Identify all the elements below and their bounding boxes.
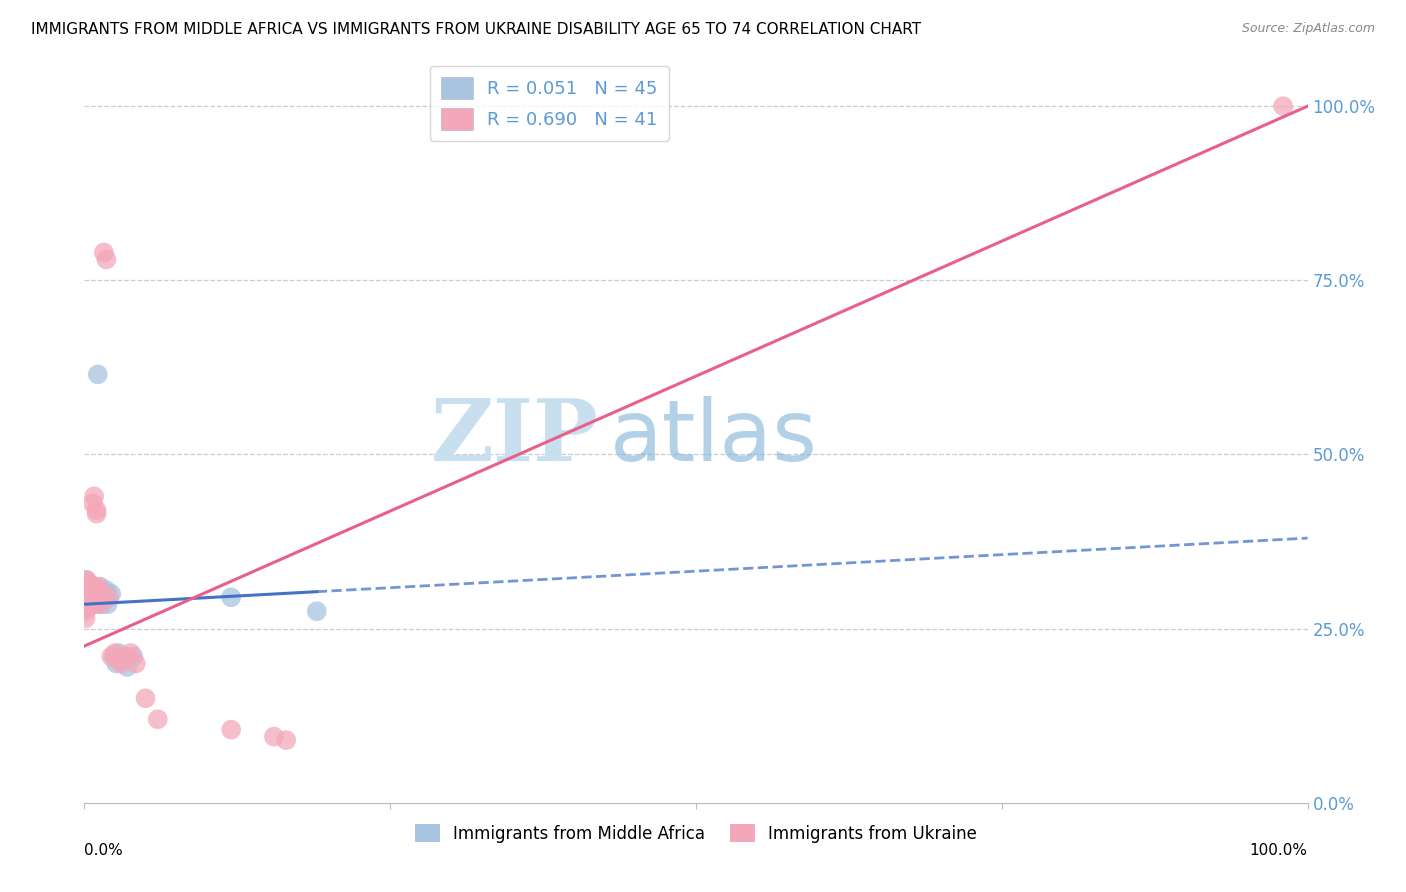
Point [94,591,117,605]
Point [110,653,132,667]
Point [77,580,100,594]
Point [120,646,142,660]
Text: Source: ZipAtlas.com: Source: ZipAtlas.com [1241,22,1375,36]
Point [79,597,101,611]
Point [82,587,104,601]
Point [97,591,120,605]
Point [96,583,118,598]
Point [79,591,101,605]
Point [83,597,105,611]
Point [75,594,97,608]
Point [80,587,103,601]
Point [146,712,169,726]
Point [86,591,108,605]
Point [87,580,110,594]
Text: ZIP: ZIP [430,395,598,479]
Point [82,496,104,510]
Point [77,583,100,598]
Point [82,583,104,598]
Point [305,604,328,618]
Point [1272,99,1295,113]
Text: atlas: atlas [610,395,818,479]
Point [77,600,100,615]
Point [80,594,103,608]
Point [135,691,157,706]
Point [75,580,97,594]
Point [77,597,100,611]
Point [77,576,100,591]
Text: 0.0%: 0.0% [84,843,124,858]
Point [105,657,128,671]
Point [91,594,114,608]
Point [122,649,145,664]
Point [219,591,242,605]
Point [96,252,118,267]
Point [75,611,97,625]
Point [100,649,122,664]
Point [100,587,122,601]
Point [82,591,104,605]
Legend: Immigrants from Middle Africa, Immigrants from Ukraine: Immigrants from Middle Africa, Immigrant… [408,818,984,849]
Point [79,591,101,605]
Point [263,730,285,744]
Point [83,489,105,503]
Point [107,653,129,667]
Point [276,733,298,747]
Point [86,507,108,521]
Point [77,594,100,608]
Point [84,580,107,594]
Text: 100.0%: 100.0% [1250,843,1308,858]
Point [87,587,110,601]
Point [91,591,114,605]
Point [77,587,100,601]
Point [97,597,120,611]
Point [89,597,111,611]
Point [79,583,101,598]
Point [125,657,148,671]
Point [83,597,105,611]
Point [83,587,105,601]
Point [103,649,125,664]
Point [76,600,98,615]
Text: IMMIGRANTS FROM MIDDLE AFRICA VS IMMIGRANTS FROM UKRAINE DISABILITY AGE 65 TO 74: IMMIGRANTS FROM MIDDLE AFRICA VS IMMIGRA… [31,22,921,37]
Point [76,587,98,601]
Point [107,646,129,660]
Point [219,723,242,737]
Point [80,580,103,594]
Point [77,587,100,601]
Point [93,587,115,601]
Point [90,597,112,611]
Point [93,245,115,260]
Point [75,580,97,594]
Point [115,649,138,664]
Point [87,583,110,598]
Point [90,587,112,601]
Point [97,591,120,605]
Point [86,503,108,517]
Point [84,594,107,608]
Point [104,646,127,660]
Point [75,604,97,618]
Point [76,573,98,587]
Point [110,657,132,671]
Point [75,573,97,587]
Point [76,591,98,605]
Point [86,583,108,598]
Point [115,660,138,674]
Point [87,368,110,382]
Point [84,591,107,605]
Point [77,591,100,605]
Point [80,580,103,594]
Point [79,597,101,611]
Point [76,576,98,591]
Point [89,580,111,594]
Point [80,594,103,608]
Point [77,583,100,598]
